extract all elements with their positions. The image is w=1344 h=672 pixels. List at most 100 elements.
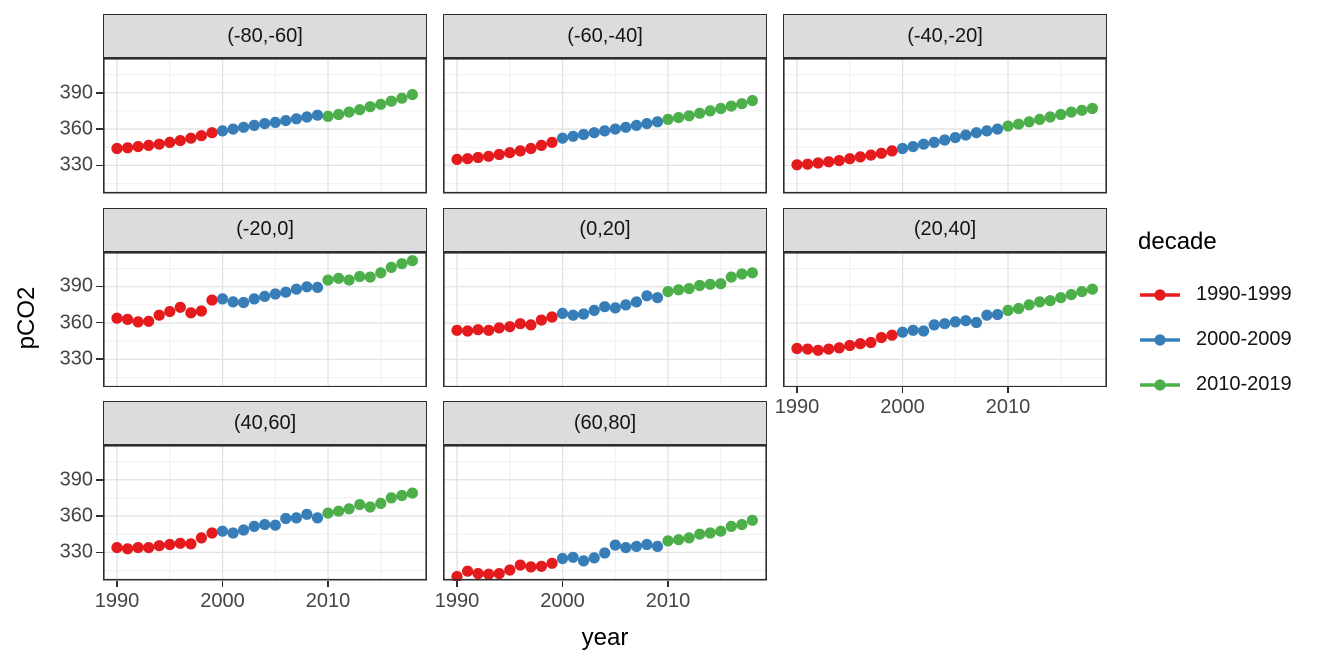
x-tick-mark	[327, 580, 329, 587]
data-point	[153, 138, 165, 150]
data-point	[823, 156, 835, 168]
data-point	[248, 520, 260, 532]
data-point	[385, 95, 397, 107]
data-point	[960, 129, 972, 141]
data-point	[164, 136, 176, 148]
data-point	[514, 317, 526, 329]
legend-entry: 2000-2009	[1138, 317, 1292, 362]
data-point	[301, 508, 313, 520]
facet-strip-label: (0,20]	[579, 218, 631, 240]
data-point	[673, 283, 685, 295]
facet-strip-label: (-80,-60]	[227, 24, 303, 47]
data-point	[514, 559, 526, 571]
data-point	[343, 274, 355, 286]
data-point	[259, 290, 271, 302]
data-point	[694, 107, 706, 119]
data-point	[514, 145, 526, 157]
legend-label: 2010-2019	[1196, 373, 1292, 395]
data-point	[630, 119, 642, 131]
y-tick-label: 360	[59, 504, 93, 527]
y-tick-mark	[96, 285, 103, 288]
data-point	[928, 318, 940, 330]
data-point	[907, 324, 919, 336]
data-point	[493, 568, 505, 580]
data-point	[290, 512, 302, 524]
facet-panel	[443, 58, 767, 194]
panel-border	[103, 445, 427, 581]
data-point	[269, 287, 281, 300]
data-point	[301, 111, 313, 123]
data-point	[385, 261, 397, 273]
data-point	[939, 317, 951, 329]
data-point	[132, 315, 144, 327]
data-point	[493, 321, 505, 333]
data-point	[216, 125, 229, 137]
data-point	[269, 116, 281, 128]
data-point	[216, 525, 229, 537]
data-point	[949, 132, 961, 144]
data-point	[588, 127, 600, 139]
data-point	[143, 542, 155, 554]
legend-key-point	[1154, 333, 1166, 346]
data-point	[185, 306, 197, 318]
legend-entry: 1990-1999	[1138, 272, 1292, 317]
data-point	[736, 98, 748, 110]
data-point	[504, 320, 516, 332]
data-point	[164, 305, 176, 317]
data-point	[206, 127, 218, 139]
data-point	[311, 281, 324, 293]
facet-strip: (-20,0]	[103, 207, 427, 252]
x-tick-mark	[667, 580, 669, 587]
facet-strip-label: (20,40]	[913, 218, 977, 240]
x-tick-mark	[561, 580, 564, 587]
data-point	[333, 505, 345, 517]
data-point	[1013, 118, 1025, 130]
data-point	[662, 113, 674, 125]
data-point	[185, 132, 197, 144]
data-point	[406, 487, 418, 499]
data-point	[535, 560, 547, 572]
y-tick-mark	[96, 551, 103, 554]
data-point	[153, 309, 165, 321]
panel-border	[443, 251, 767, 387]
data-point	[556, 132, 569, 144]
facet-strip: (-60,-40]	[443, 14, 767, 58]
data-point	[556, 307, 569, 319]
data-point	[970, 127, 982, 139]
data-point	[620, 542, 632, 554]
data-point	[896, 326, 909, 338]
data-point	[746, 266, 758, 278]
legend-key-point	[1154, 288, 1166, 301]
y-tick-label: 330	[59, 153, 93, 176]
facet-strip: (0,20]	[443, 207, 767, 252]
data-point	[406, 89, 418, 101]
data-point	[960, 314, 972, 326]
panel-border	[783, 251, 1107, 387]
data-point	[704, 278, 716, 290]
data-point	[1044, 111, 1056, 123]
data-point	[1034, 113, 1046, 125]
data-point	[662, 535, 674, 547]
data-point	[683, 282, 695, 294]
data-point	[907, 141, 919, 153]
legend-key-icon	[1140, 333, 1180, 346]
data-point	[896, 142, 909, 155]
legend-label: 2000-2009	[1196, 328, 1292, 350]
data-point	[406, 254, 418, 266]
data-point	[1065, 288, 1077, 300]
data-point	[844, 153, 856, 165]
data-point	[641, 538, 653, 551]
data-point	[918, 138, 930, 150]
data-point	[939, 134, 951, 146]
data-point	[725, 100, 737, 112]
facet-strip: (60,80]	[443, 401, 767, 445]
data-point	[1023, 298, 1035, 310]
x-tick-label: 1990	[434, 589, 480, 612]
y-tick-mark	[96, 479, 103, 481]
data-point	[364, 271, 376, 283]
data-point	[630, 295, 642, 307]
data-point	[375, 98, 387, 110]
data-point	[143, 315, 155, 327]
data-point	[451, 571, 463, 581]
